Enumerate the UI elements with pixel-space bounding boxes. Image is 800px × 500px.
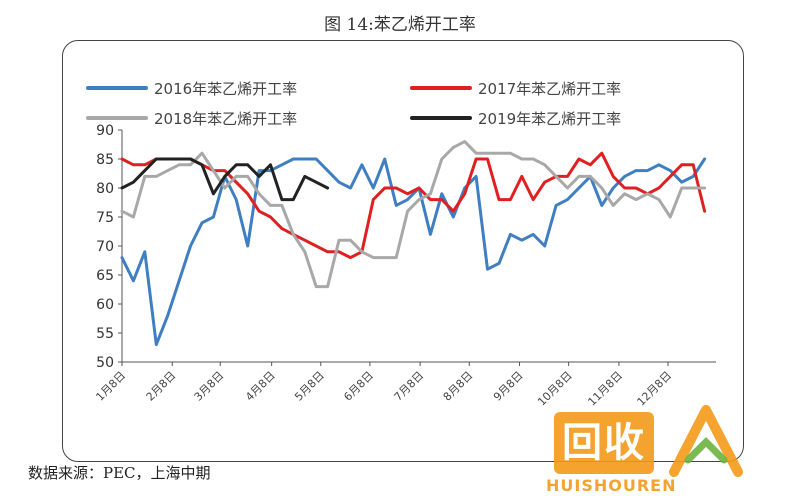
x-tick-label: 6月8日 bbox=[341, 369, 376, 404]
x-tick-label: 7月8日 bbox=[392, 369, 427, 404]
y-tick-label: 75 bbox=[96, 210, 114, 226]
y-tick-label: 65 bbox=[96, 268, 114, 284]
y-tick-label: 50 bbox=[96, 355, 114, 371]
x-tick-label: 3月8日 bbox=[192, 369, 227, 404]
series-line-4 bbox=[120, 157, 330, 202]
legend-label-4: 2019年苯乙烯开工率 bbox=[478, 110, 621, 128]
legend-label-3: 2018年苯乙烯开工率 bbox=[154, 110, 297, 128]
y-tick-label: 70 bbox=[96, 239, 114, 255]
recycle-person-icon bbox=[669, 405, 743, 477]
watermark-brand: 回收 bbox=[554, 412, 654, 474]
series-line-3 bbox=[120, 140, 707, 289]
x-tick-label: 2月8日 bbox=[144, 369, 179, 404]
y-tick-label: 55 bbox=[96, 326, 114, 342]
x-tick-label: 5月8日 bbox=[292, 369, 327, 404]
x-tick-label: 1月8日 bbox=[93, 369, 128, 404]
x-tick-label: 8月8日 bbox=[441, 369, 476, 404]
series-line-2 bbox=[120, 151, 707, 260]
legend-label-2: 2017年苯乙烯开工率 bbox=[478, 80, 621, 98]
watermark-logo: 回收 HUISHOUREN bbox=[540, 400, 750, 495]
x-tick-label: 4月8日 bbox=[243, 369, 278, 404]
y-tick-label: 80 bbox=[96, 181, 114, 197]
x-tick-label: 9月8日 bbox=[491, 369, 526, 404]
legend-label-1: 2016年苯乙烯开工率 bbox=[154, 80, 297, 98]
data-source-note: 数据来源：PEC，上海中期 bbox=[28, 464, 211, 482]
chart-title: 图 14:苯乙烯开工率 bbox=[324, 15, 476, 35]
y-tick-label: 85 bbox=[96, 152, 114, 168]
y-tick-label: 90 bbox=[96, 123, 114, 139]
chart-frame bbox=[62, 40, 744, 462]
watermark-subtext: HUISHOUREN bbox=[546, 476, 677, 495]
y-tick-label: 60 bbox=[96, 297, 114, 313]
